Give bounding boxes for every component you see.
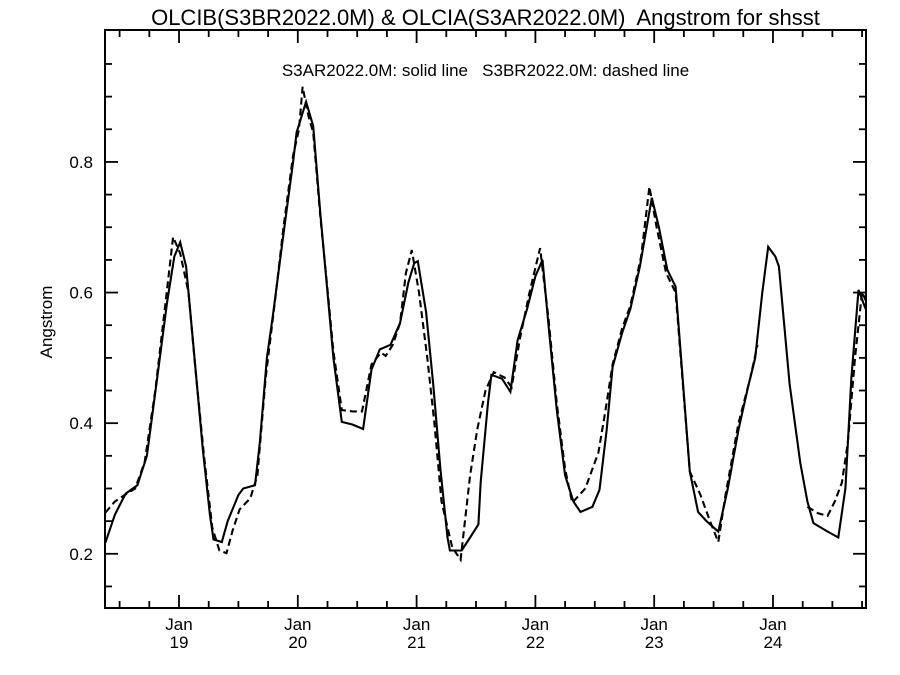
x-tick-label: 23 [645,633,664,652]
dashed-series-line [806,291,867,518]
x-tick-label: 22 [526,633,545,652]
dashed-series-line [104,86,759,563]
x-tick-label: 21 [407,633,426,652]
y-tick-label: 0.2 [69,545,93,564]
y-tick-label: 0.6 [69,284,93,303]
x-tick-label: Jan [165,615,192,634]
x-tick-label: Jan [759,615,786,634]
x-tick-label: Jan [522,615,549,634]
chart-title: OLCIB(S3BR2022.0M) & OLCIA(S3AR2022.0M) … [151,5,820,30]
x-tick-label: Jan [403,615,430,634]
x-tick-label: 20 [288,633,307,652]
y-tick-label: 0.8 [69,153,93,172]
legend-text: S3AR2022.0M: solid line S3BR2022.0M: das… [281,61,690,80]
y-tick-label: 0.4 [69,414,93,433]
x-tick-label: Jan [640,615,667,634]
plot-frame [104,29,867,609]
x-tick-label: Jan [284,615,311,634]
solid-series-line [104,98,867,552]
x-tick-label: 24 [764,633,783,652]
x-tick-label: 19 [170,633,189,652]
